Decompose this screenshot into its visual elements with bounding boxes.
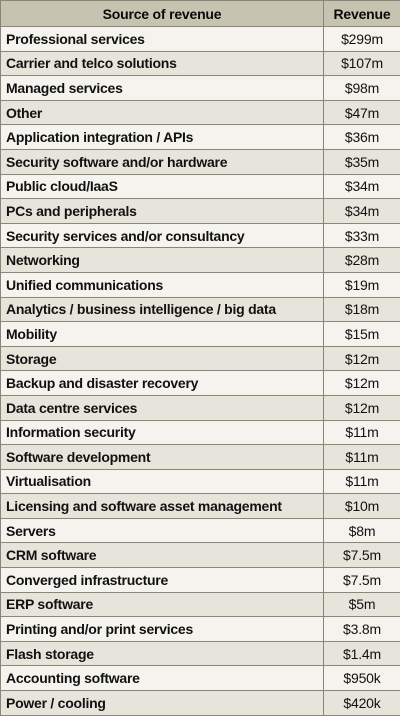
source-cell: Virtualisation [0, 468, 324, 495]
source-cell: Managed services [0, 75, 324, 101]
table-row: Printing and/or print services $3.8m [0, 616, 400, 642]
source-cell: Data centre services [0, 394, 324, 421]
revenue-cell: $12m [323, 345, 400, 372]
revenue-cell: $12m [323, 394, 400, 421]
revenue-cell: $47m [323, 99, 400, 126]
table-row: Information security $11m [0, 419, 400, 446]
table-row: Data centre services $12m [0, 394, 400, 421]
source-cell: Backup and disaster recovery [0, 370, 324, 396]
table-body: Professional services $299m Carrier and te… [0, 26, 400, 716]
table-row: Servers $8m [0, 517, 400, 544]
source-cell: Power / cooling [0, 690, 324, 716]
revenue-cell: $33m [323, 222, 400, 249]
source-cell: Accounting software [0, 665, 324, 692]
revenue-cell: $11m [323, 444, 400, 470]
table-row: ERP software $5m [0, 591, 400, 618]
table-row: Backup and disaster recovery $12m [0, 370, 400, 396]
source-cell: Mobility [0, 321, 324, 347]
table-row: Licensing and software asset management $… [0, 493, 400, 519]
table-row: Converged infrastructure $7.5m [0, 567, 400, 593]
table-row: Virtualisation $11m [0, 468, 400, 495]
revenue-cell: $107m [323, 50, 400, 77]
source-cell: ERP software [0, 591, 324, 618]
source-cell: Analytics / business intelligence / big … [0, 296, 324, 323]
table-row: Security software and/or hardware $35m [0, 148, 400, 175]
source-cell: CRM software [0, 542, 324, 569]
table-row: PCs and peripherals $34m [0, 198, 400, 224]
table-row: Public cloud/IaaS $34m [0, 173, 400, 200]
source-cell: Networking [0, 247, 324, 273]
revenue-cell: $15m [323, 321, 400, 347]
revenue-cell: $1.4m [323, 640, 400, 667]
table-row: Software development $11m [0, 444, 400, 470]
source-cell: Other [0, 99, 324, 126]
source-cell: Printing and/or print services [0, 616, 324, 642]
source-cell: Licensing and software asset management [0, 493, 324, 519]
revenue-cell: $11m [323, 419, 400, 446]
revenue-cell: $950k [323, 665, 400, 692]
source-cell: Unified communications [0, 271, 324, 298]
revenue-cell: $5m [323, 591, 400, 618]
table-row: Storage $12m [0, 345, 400, 372]
source-cell: Storage [0, 345, 324, 372]
table-row: Unified communications $19m [0, 271, 400, 298]
source-cell: Security services and/or consultancy [0, 222, 324, 249]
header-revenue: Revenue [323, 0, 400, 27]
revenue-cell: $10m [323, 493, 400, 519]
source-cell: Application integration / APIs [0, 124, 324, 150]
source-cell: Flash storage [0, 640, 324, 667]
table-row: Carrier and telco solutions $107m [0, 50, 400, 77]
revenue-cell: $8m [323, 517, 400, 544]
source-cell: Professional services [0, 26, 324, 52]
revenue-cell: $420k [323, 690, 400, 716]
table-row: Security services and/or consultancy $33m [0, 222, 400, 249]
revenue-cell: $3.8m [323, 616, 400, 642]
table-header: Source of revenue Revenue [0, 0, 400, 27]
table-row: Power / cooling $420k [0, 690, 400, 716]
revenue-cell: $7.5m [323, 542, 400, 569]
revenue-cell: $299m [323, 26, 400, 52]
table-row: Flash storage $1.4m [0, 640, 400, 667]
revenue-cell: $36m [323, 124, 400, 150]
source-cell: Software development [0, 444, 324, 470]
source-cell: Carrier and telco solutions [0, 50, 324, 77]
table-row: Accounting software $950k [0, 665, 400, 692]
revenue-cell: $7.5m [323, 567, 400, 593]
source-cell: Security software and/or hardware [0, 148, 324, 175]
source-cell: Converged infrastructure [0, 567, 324, 593]
source-cell: Information security [0, 419, 324, 446]
table-row: Professional services $299m [0, 26, 400, 52]
revenue-cell: $35m [323, 148, 400, 175]
revenue-cell: $34m [323, 173, 400, 200]
revenue-cell: $98m [323, 75, 400, 101]
revenue-cell: $11m [323, 468, 400, 495]
source-cell: PCs and peripherals [0, 198, 324, 224]
table-row: CRM software $7.5m [0, 542, 400, 569]
header-row: Source of revenue Revenue [0, 0, 400, 27]
revenue-cell: $18m [323, 296, 400, 323]
revenue-cell: $34m [323, 198, 400, 224]
table-row: Application integration / APIs $36m [0, 124, 400, 150]
table-row: Other $47m [0, 99, 400, 126]
table-row: Networking $28m [0, 247, 400, 273]
revenue-cell: $19m [323, 271, 400, 298]
source-cell: Public cloud/IaaS [0, 173, 324, 200]
table-row: Mobility $15m [0, 321, 400, 347]
header-source-of-revenue: Source of revenue [0, 0, 324, 27]
source-cell: Servers [0, 517, 324, 544]
revenue-cell: $12m [323, 370, 400, 396]
table-row: Managed services $98m [0, 75, 400, 101]
revenue-cell: $28m [323, 247, 400, 273]
table-row: Analytics / business intelligence / big … [0, 296, 400, 323]
